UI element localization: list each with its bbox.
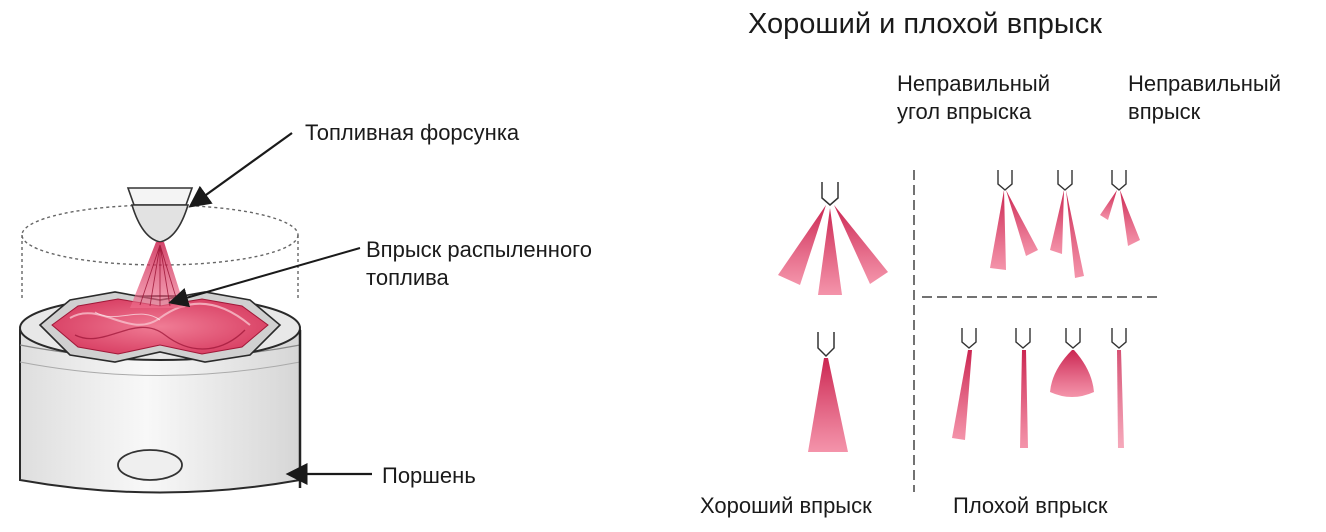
wrong-injection-label: Неправильный впрыск (1128, 71, 1282, 124)
spray-label: Впрыск распыленного топлива (366, 237, 592, 290)
injector-arrow (188, 132, 293, 208)
spray-arrow (168, 247, 361, 308)
piston-label: Поршень (382, 463, 476, 488)
bad-injection-label: Плохой впрыск (953, 493, 1108, 518)
spray-cone (130, 242, 185, 308)
wrong-angle-sprays (990, 170, 1140, 278)
fuel-injector-nozzle (126, 187, 194, 243)
good-spray-triple (778, 182, 888, 295)
good-spray-single (808, 332, 848, 452)
wrong-angle-label: Неправильный угол впрыска (897, 71, 1051, 124)
injector-label: Топливная форсунка (305, 120, 520, 145)
page-title: Хороший и плохой впрыск (748, 8, 1102, 40)
cylinder-illustration (19, 204, 302, 494)
good-injection-label: Хороший впрыск (700, 493, 872, 518)
bad-injection-sprays (952, 328, 1127, 448)
